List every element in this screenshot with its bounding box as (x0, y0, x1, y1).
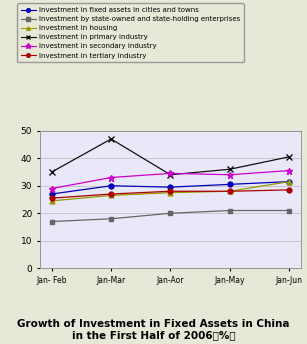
Legend: Investment in fixed assets in cities and towns, Investment by state-owned and st: Investment in fixed assets in cities and… (17, 3, 243, 62)
Text: Growth of Investment in Fixed Assets in China
in the First Half of 2006（%）: Growth of Investment in Fixed Assets in … (17, 319, 290, 341)
